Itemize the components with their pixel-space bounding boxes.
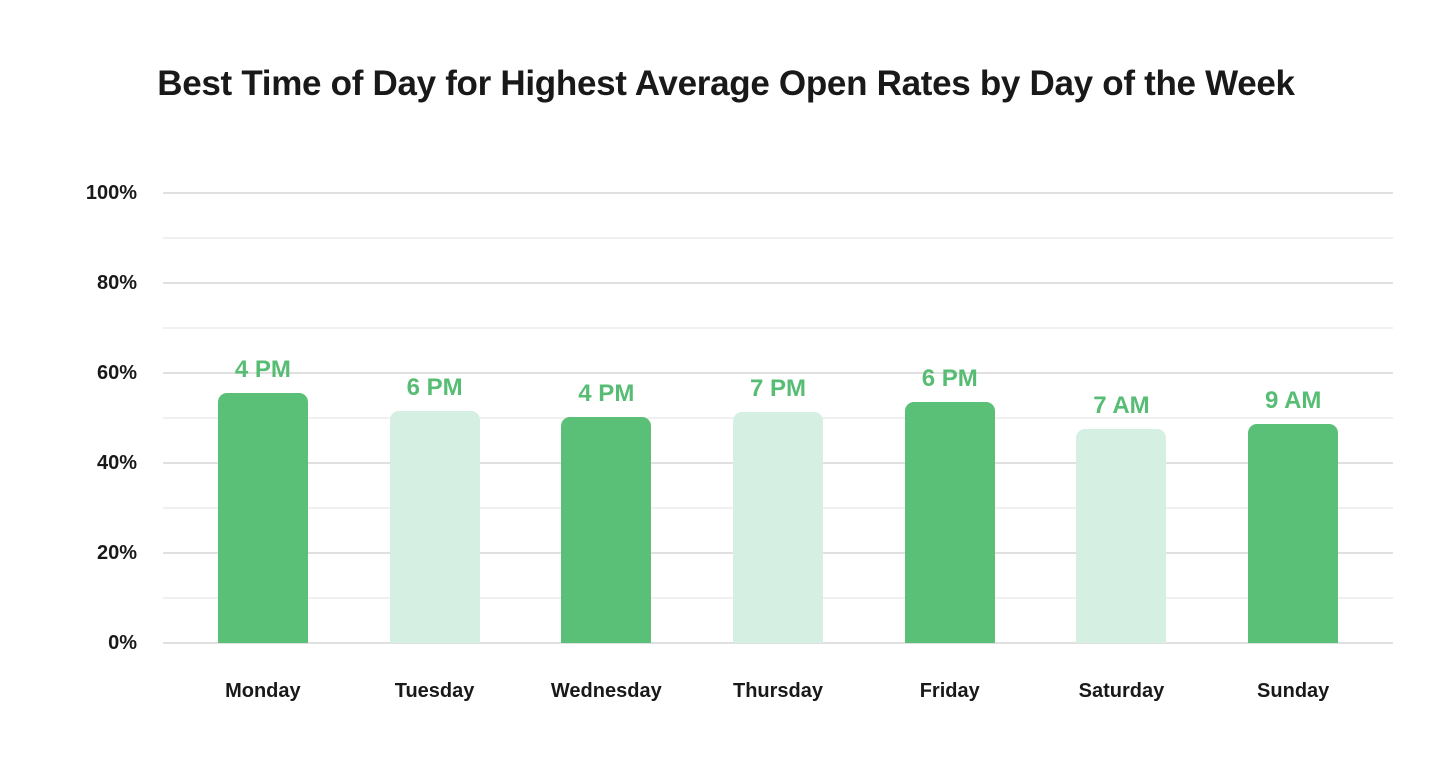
bar-time-label-monday: 4 PM: [234, 356, 291, 384]
y-axis-tick-label: 20%: [96, 542, 137, 564]
y-axis-tick-label: 40%: [96, 452, 137, 474]
bar-column-wednesday: 4 PM: [520, 193, 692, 643]
bar-column-saturday: 7 AM: [1036, 193, 1208, 643]
bar-friday: [904, 401, 995, 643]
bar-column-sunday: 9 AM: [1207, 193, 1379, 643]
bar-time-label-sunday: 9 AM: [1264, 386, 1322, 414]
bars-container: 4 PM 6 PM 4 PM 7 PM 6 PM 7 AM 9 AM: [163, 193, 1393, 643]
bar-thursday: [733, 411, 824, 643]
x-axis-label-friday: Friday: [919, 680, 980, 702]
gridline-major: [163, 282, 1393, 284]
y-axis-tick-label: 60%: [96, 362, 137, 384]
gridline-minor: [163, 237, 1393, 239]
x-axis-label-thursday: Thursday: [733, 680, 824, 702]
bar-column-monday: 4 PM: [177, 193, 349, 643]
bar-tuesday: [389, 411, 480, 643]
bar-column-thursday: 7 PM: [692, 193, 864, 643]
x-axis-label-wednesday: Wednesday: [550, 680, 662, 702]
x-axis: Monday Tuesday Wednesday Thursday Friday Satu…: [163, 678, 1393, 704]
x-axis-label-sunday: Sunday: [1257, 680, 1330, 702]
bar-time-label-friday: 6 PM: [921, 364, 978, 392]
bar-monday: [217, 393, 308, 643]
x-axis-label-monday: Monday: [225, 680, 301, 702]
bar-time-label-wednesday: 4 PM: [578, 379, 635, 407]
y-axis-tick-label: 0%: [108, 632, 137, 654]
x-axis-label-saturday: Saturday: [1078, 680, 1165, 702]
bar-time-label-tuesday: 6 PM: [406, 374, 463, 402]
y-axis: 0% 20% 40% 60% 80% 100%: [0, 182, 137, 654]
bar-time-label-saturday: 7 AM: [1093, 391, 1150, 419]
bar-column-friday: 6 PM: [864, 193, 1036, 643]
x-axis-label-tuesday: Tuesday: [394, 680, 475, 702]
chart-title: Best Time of Day for Highest Average Ope…: [157, 64, 1295, 103]
bar-sunday: [1248, 423, 1339, 643]
bar-column-tuesday: 6 PM: [349, 193, 521, 643]
bar-saturday: [1076, 428, 1167, 643]
gridline-minor: [163, 327, 1393, 329]
gridline-major: [163, 192, 1393, 194]
gridline-major: [163, 372, 1393, 374]
y-axis-tick-label: 80%: [96, 272, 137, 294]
y-axis-tick-label: 100%: [85, 182, 137, 204]
bar-wednesday: [561, 416, 652, 643]
gridline-major: [163, 642, 1393, 644]
bar-time-label-thursday: 7 PM: [750, 374, 807, 402]
